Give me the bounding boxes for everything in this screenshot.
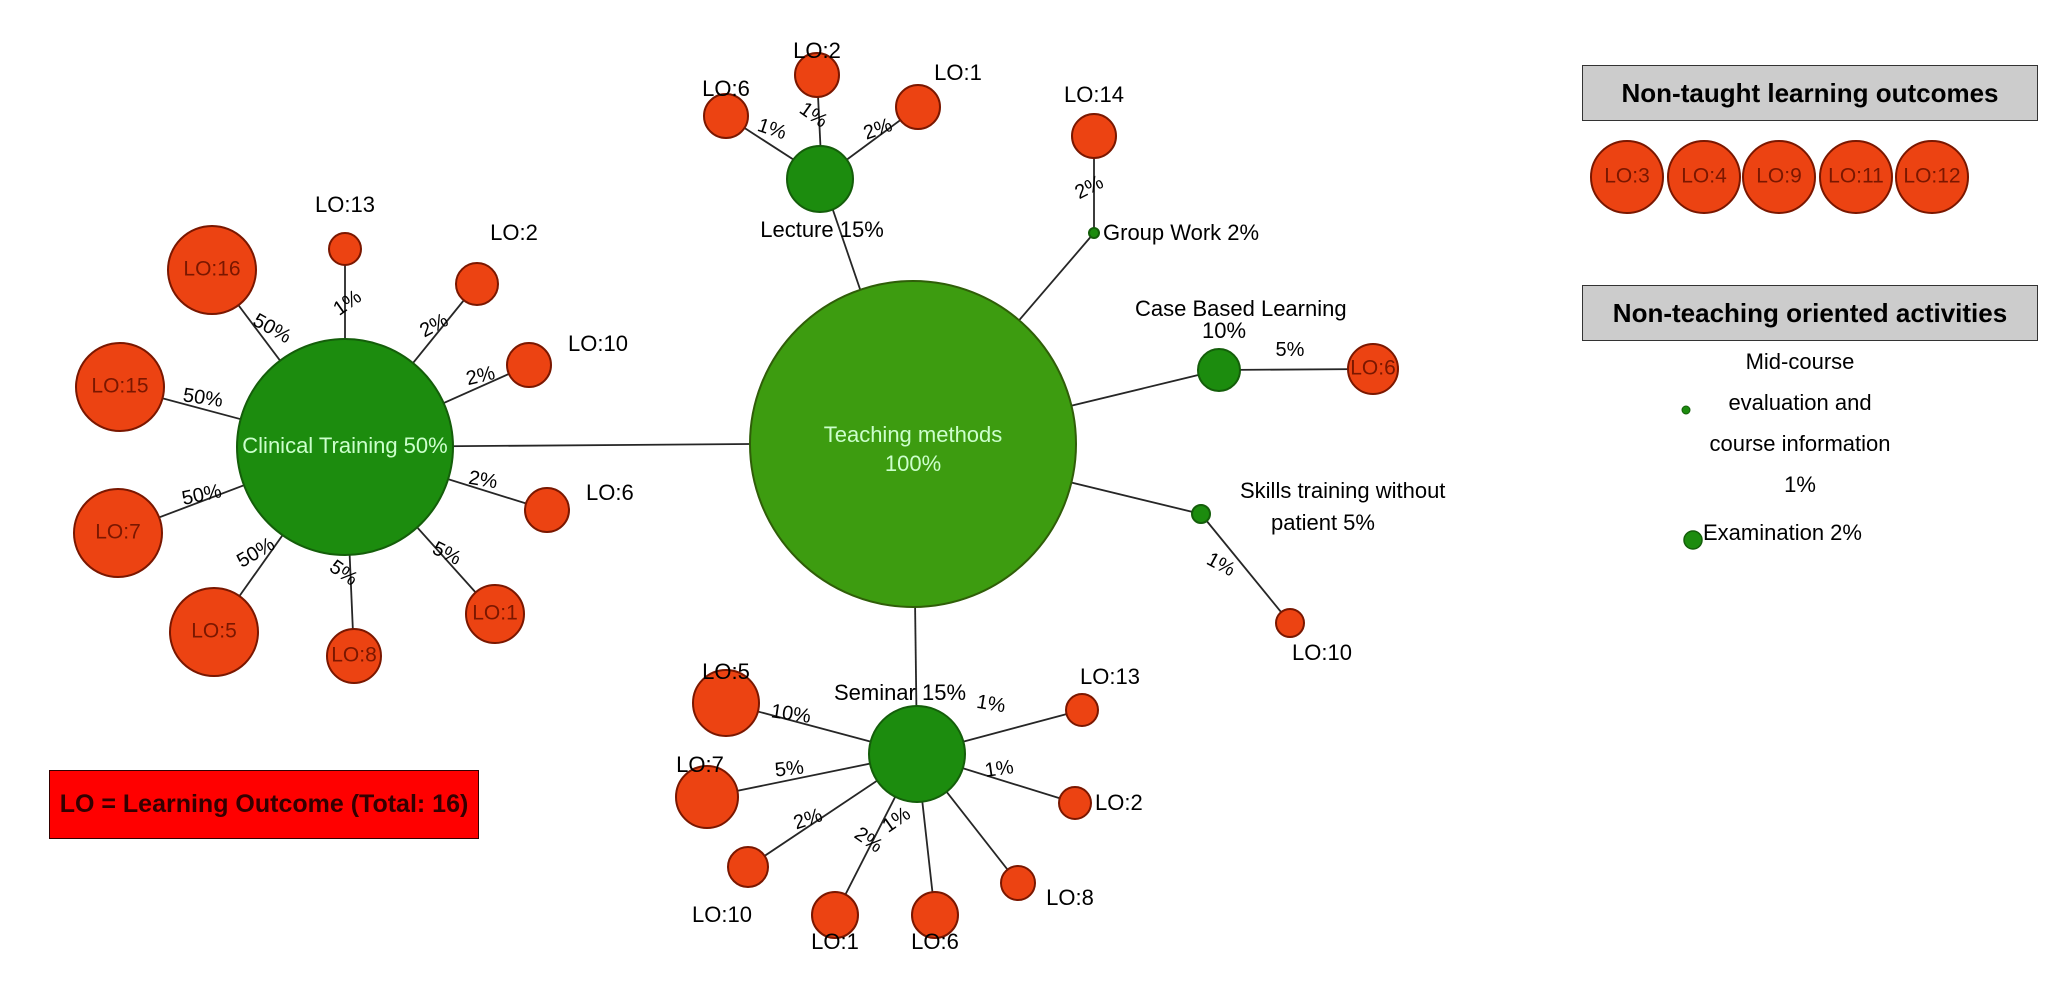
svg-text:LO:12: LO:12 xyxy=(1903,165,1960,188)
svg-text:course information: course information xyxy=(1710,431,1891,456)
svg-text:Mid-course: Mid-course xyxy=(1746,349,1855,374)
svg-text:LO:9: LO:9 xyxy=(1756,165,1802,188)
svg-text:1%: 1% xyxy=(1784,472,1816,497)
svg-text:LO:3: LO:3 xyxy=(1604,165,1650,188)
svg-text:LO:11: LO:11 xyxy=(1828,165,1884,188)
svg-text:evaluation and: evaluation and xyxy=(1728,390,1871,415)
svg-text:Examination 2%: Examination 2% xyxy=(1703,520,1862,545)
svg-text:LO:4: LO:4 xyxy=(1681,165,1727,188)
